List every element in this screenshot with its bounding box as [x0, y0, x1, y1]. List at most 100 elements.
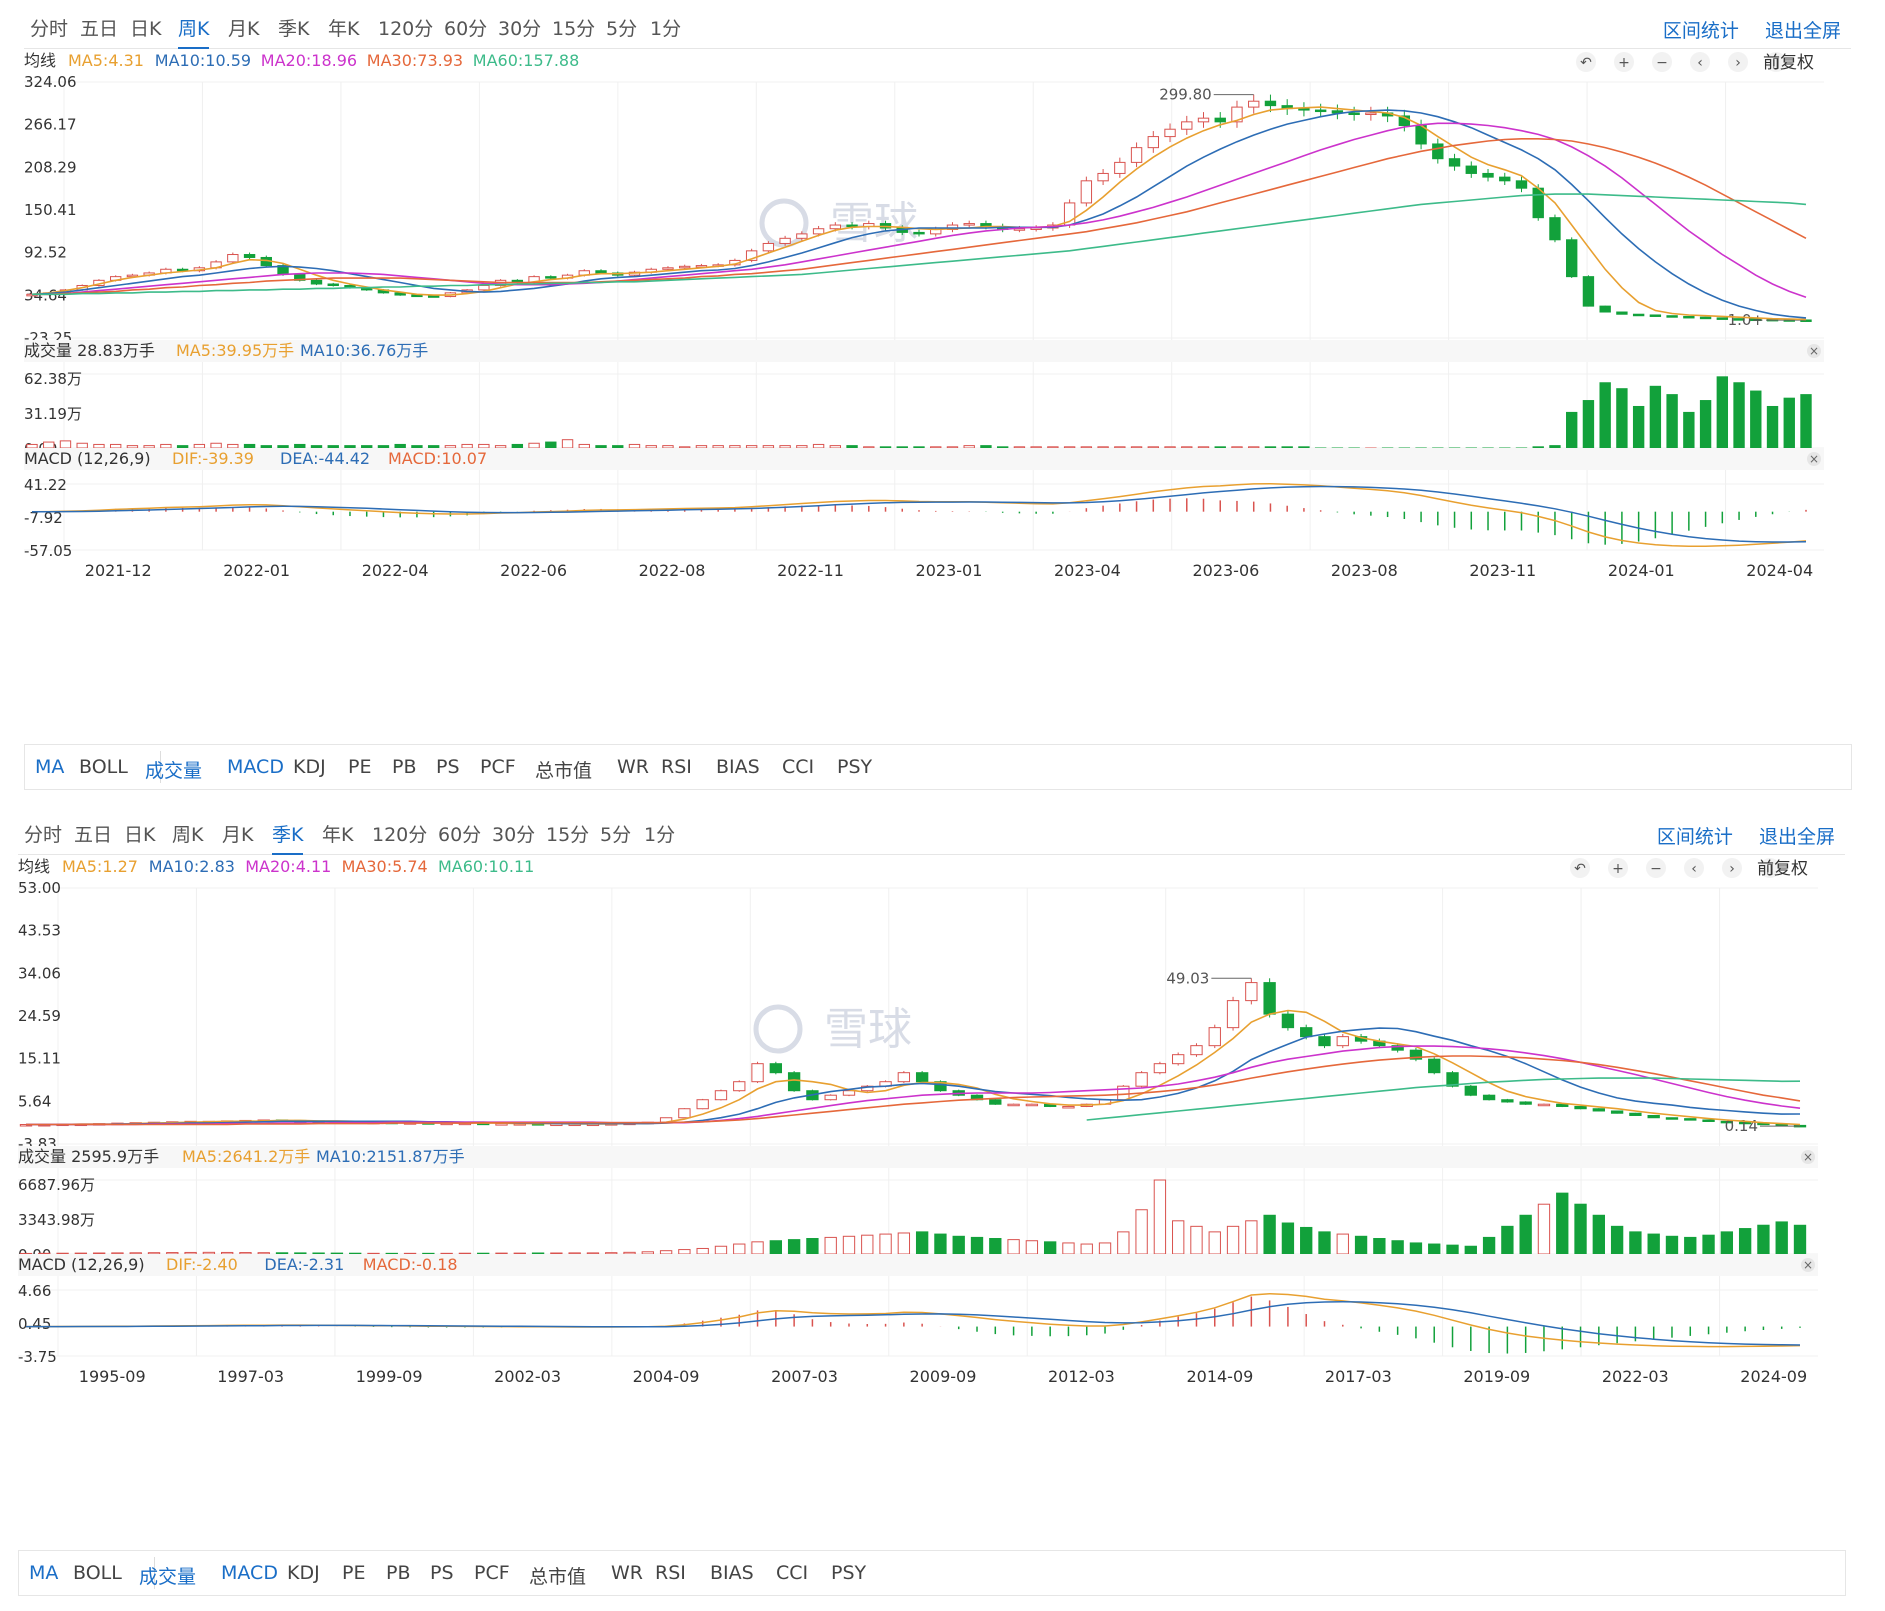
indicator-tab[interactable]: MA: [35, 756, 65, 778]
zoom-in-icon[interactable]: [1608, 858, 1628, 878]
prev-icon[interactable]: ‹: [1691, 861, 1697, 877]
indicator-tab[interactable]: PSY: [831, 1562, 867, 1584]
volume-bar: [1649, 385, 1662, 449]
chart-canvas[interactable]: 均线 MA5:1.27 MA10:2.83 MA20:4.11 MA30:5.74 MA6…: [18, 854, 1845, 1536]
indicator-tab[interactable]: WR: [611, 1562, 643, 1584]
period-tab[interactable]: 5分: [600, 824, 632, 846]
period-tab[interactable]: 五日: [74, 824, 113, 846]
indicator-tab[interactable]: KDJ: [293, 756, 326, 778]
period-tab[interactable]: 120分: [372, 824, 428, 846]
indicator-tab[interactable]: PSY: [837, 756, 873, 778]
next-icon[interactable]: ›: [1735, 55, 1741, 71]
prev-icon[interactable]: [1690, 52, 1710, 72]
period-tab[interactable]: 季K: [272, 820, 304, 855]
period-tab[interactable]: 月K: [222, 824, 254, 846]
undo-icon[interactable]: [1576, 52, 1596, 72]
fullscreen-icon[interactable]: ▯: [1766, 861, 1774, 877]
chart-canvas[interactable]: 均线 MA5:4.31 MA10:10.59 MA20:18.96 MA30:73.93…: [24, 48, 1851, 730]
period-tab[interactable]: 日K: [124, 824, 156, 846]
zoom-in-icon[interactable]: +: [1618, 55, 1630, 71]
period-tab[interactable]: 五日: [80, 18, 119, 40]
period-tab[interactable]: 季K: [278, 18, 310, 40]
range-stats-link[interactable]: 区间统计: [1662, 20, 1739, 42]
indicator-tab[interactable]: PCF: [480, 756, 516, 778]
fullscreen-icon[interactable]: ▯: [1772, 55, 1780, 71]
indicator-tab[interactable]: BIAS: [710, 1562, 754, 1584]
macd-header-bg: [18, 1254, 1818, 1276]
period-tab[interactable]: 年K: [328, 18, 360, 40]
indicator-tab[interactable]: PE: [342, 1562, 366, 1584]
indicator-tab[interactable]: MACD: [221, 1562, 278, 1584]
indicator-tab[interactable]: PCF: [474, 1562, 510, 1584]
period-tab[interactable]: 分时: [30, 18, 69, 40]
close-icon[interactable]: [1801, 1150, 1815, 1164]
undo-icon[interactable]: ↶: [1574, 861, 1586, 877]
zoom-in-icon[interactable]: [1614, 52, 1634, 72]
indicator-tab[interactable]: 总市值: [535, 760, 593, 782]
indicator-tab[interactable]: PS: [436, 756, 460, 778]
indicator-tab[interactable]: 总市值: [529, 1566, 587, 1588]
undo-icon[interactable]: [1570, 858, 1590, 878]
undo-icon[interactable]: ↶: [1580, 55, 1592, 71]
fullscreen-icon[interactable]: [1766, 52, 1786, 72]
next-icon[interactable]: [1728, 52, 1748, 72]
adjust-mode-button[interactable]: 前复权: [1763, 53, 1814, 73]
close-icon[interactable]: [1801, 1258, 1815, 1272]
indicator-tab[interactable]: CCI: [776, 1562, 809, 1584]
close-icon[interactable]: ×: [1803, 1150, 1813, 1164]
prev-icon[interactable]: ‹: [1697, 55, 1703, 71]
candle-body: [1318, 1036, 1331, 1047]
indicator-tab[interactable]: MA: [29, 1562, 59, 1584]
period-tab[interactable]: 15分: [552, 18, 596, 40]
range-stats-link[interactable]: 区间统计: [1656, 826, 1733, 848]
period-tab[interactable]: 分时: [24, 824, 63, 846]
prev-icon[interactable]: [1684, 858, 1704, 878]
indicator-tab[interactable]: 成交量: [145, 760, 203, 782]
period-tab[interactable]: 月K: [228, 18, 260, 40]
exit-fullscreen-link[interactable]: 退出全屏: [1758, 826, 1835, 848]
volume-bar: [43, 441, 55, 449]
indicator-tab[interactable]: RSI: [655, 1562, 686, 1584]
fullscreen-icon[interactable]: [1760, 858, 1780, 878]
period-tab[interactable]: 1分: [644, 824, 676, 846]
period-tab[interactable]: 1分: [650, 18, 682, 40]
indicator-tab[interactable]: PS: [430, 1562, 454, 1584]
period-tab[interactable]: 30分: [498, 18, 542, 40]
next-icon[interactable]: [1722, 858, 1742, 878]
indicator-tab[interactable]: MACD: [227, 756, 284, 778]
period-tab[interactable]: 60分: [444, 18, 488, 40]
zoom-out-icon[interactable]: [1652, 52, 1672, 72]
close-icon[interactable]: ×: [1803, 1258, 1813, 1272]
close-icon[interactable]: [1807, 452, 1821, 466]
indicator-tab[interactable]: PB: [392, 756, 417, 778]
indicator-tab[interactable]: KDJ: [287, 1562, 320, 1584]
zoom-in-icon[interactable]: +: [1612, 861, 1624, 877]
indicator-tab[interactable]: BIAS: [716, 756, 760, 778]
exit-fullscreen-link[interactable]: 退出全屏: [1764, 20, 1841, 42]
close-icon[interactable]: ×: [1809, 452, 1819, 466]
period-tab[interactable]: 5分: [606, 18, 638, 40]
zoom-out-icon[interactable]: −: [1656, 55, 1668, 71]
indicator-tab[interactable]: PB: [386, 1562, 411, 1584]
period-tab[interactable]: 60分: [438, 824, 482, 846]
adjust-mode-button[interactable]: 前复权: [1757, 859, 1808, 879]
period-tab[interactable]: 年K: [322, 824, 354, 846]
indicator-tab[interactable]: CCI: [782, 756, 815, 778]
period-tab[interactable]: 周K: [178, 14, 210, 49]
zoom-out-icon[interactable]: −: [1650, 861, 1662, 877]
period-tab[interactable]: 30分: [492, 824, 536, 846]
indicator-tab[interactable]: BOLL: [79, 756, 128, 778]
close-icon[interactable]: [1807, 344, 1821, 358]
period-tab[interactable]: 日K: [130, 18, 162, 40]
indicator-tab[interactable]: BOLL: [73, 1562, 122, 1584]
indicator-tab[interactable]: WR: [617, 756, 649, 778]
close-icon[interactable]: ×: [1809, 344, 1819, 358]
indicator-tab[interactable]: RSI: [661, 756, 692, 778]
next-icon[interactable]: ›: [1729, 861, 1735, 877]
indicator-tab[interactable]: PE: [348, 756, 372, 778]
indicator-tab[interactable]: 成交量: [139, 1566, 197, 1588]
zoom-out-icon[interactable]: [1646, 858, 1666, 878]
period-tab[interactable]: 120分: [378, 18, 434, 40]
period-tab[interactable]: 15分: [546, 824, 590, 846]
period-tab[interactable]: 周K: [172, 824, 204, 846]
